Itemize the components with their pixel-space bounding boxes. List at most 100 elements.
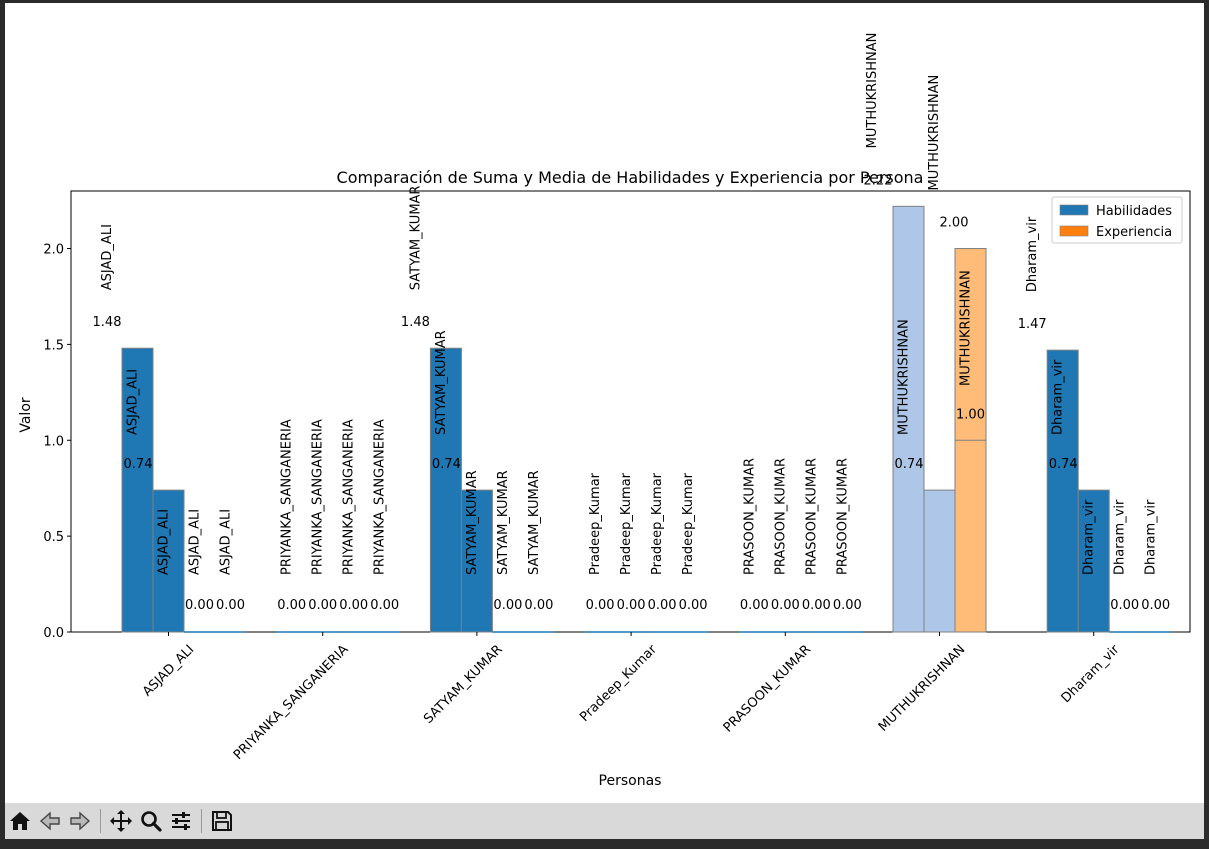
zoom-button[interactable] bbox=[136, 806, 166, 836]
bar-name-label: PRASOON_KUMAR bbox=[804, 458, 819, 575]
bar-value-label: 0.00 bbox=[648, 598, 677, 613]
navigation-toolbar bbox=[5, 803, 1204, 839]
bar-value-label: 0.00 bbox=[370, 598, 399, 613]
bar-value-label: 0.00 bbox=[740, 598, 769, 613]
bar-name-label: SATYAM_KUMAR bbox=[496, 470, 511, 575]
y-tick-label: 2.0 bbox=[43, 243, 64, 258]
bar-name-label: ASJAD_ALI bbox=[219, 509, 234, 575]
bar-name-label: MUTHUKRISHNAN bbox=[865, 33, 880, 149]
bar-value-label: 0.00 bbox=[277, 598, 306, 613]
bar-value-label: 0.00 bbox=[586, 598, 615, 613]
back-button[interactable] bbox=[35, 806, 65, 836]
y-tick-label: 1.0 bbox=[43, 434, 64, 449]
zoom-icon bbox=[141, 811, 162, 832]
bar-name-label: MUTHUKRISHNAN bbox=[927, 75, 942, 191]
x-tick-label: PRASOON_KUMAR bbox=[721, 642, 814, 735]
chart-title: Comparación de Suma y Media de Habilidad… bbox=[337, 168, 924, 187]
bar-name-label: Dharam_vir bbox=[1144, 499, 1159, 575]
bar-value-label: 2.22 bbox=[864, 173, 893, 188]
bar-name-label: SATYAM_KUMAR bbox=[434, 330, 449, 435]
pan-button[interactable] bbox=[106, 806, 136, 836]
bar bbox=[121, 347, 154, 633]
bar-name-label: Pradeep_Kumar bbox=[650, 472, 665, 575]
x-tick-label: PRIYANKA_SANGANERIA bbox=[231, 642, 352, 763]
bar-value-label: 1.47 bbox=[1018, 317, 1047, 332]
bar-value-label: 0.74 bbox=[124, 457, 153, 472]
bar-name-label: ASJAD_ALI bbox=[126, 369, 141, 435]
legend-label: Experiencia bbox=[1096, 225, 1172, 240]
bar bbox=[429, 347, 462, 633]
y-tick-label: 0.5 bbox=[43, 530, 64, 545]
bar-value-label: 0.00 bbox=[679, 598, 708, 613]
bar-name-label: PRASOON_KUMAR bbox=[742, 458, 757, 575]
bar-value-label: 0.00 bbox=[802, 598, 831, 613]
bar-value-label: 1.48 bbox=[401, 315, 430, 330]
bar-name-label: SATYAM_KUMAR bbox=[527, 470, 542, 575]
bar-value-label: 1.00 bbox=[956, 407, 985, 422]
x-axis-label: Personas bbox=[599, 773, 662, 789]
bar-value-label: 0.00 bbox=[493, 598, 522, 613]
bar-value-label: 0.74 bbox=[1049, 457, 1078, 472]
bar-name-label: Dharam_vir bbox=[1082, 499, 1097, 575]
bar-name-label: Dharam_vir bbox=[1025, 216, 1040, 292]
bar-value-label: 0.74 bbox=[895, 457, 924, 472]
toolbar-separator bbox=[201, 809, 202, 833]
configure-subplots-button[interactable] bbox=[166, 806, 196, 836]
bar-name-label: ASJAD_ALI bbox=[188, 509, 203, 575]
y-tick-label: 0.0 bbox=[43, 626, 64, 641]
bar-name-label: PRIYANKA_SANGANERIA bbox=[280, 419, 295, 575]
bar-value-label: 0.00 bbox=[1110, 598, 1139, 613]
bar-name-label: MUTHUKRISHNAN bbox=[959, 270, 974, 386]
legend-label: Habilidades bbox=[1096, 204, 1172, 219]
back-arrow-icon bbox=[39, 811, 60, 831]
figure-window: 0.0 0.5 1.0 1.5 2.0 1.48 ASJAD_ALI ASJAD_ALI 0.7… bbox=[5, 3, 1204, 845]
bar-value-label: 0.00 bbox=[833, 598, 862, 613]
bar bbox=[892, 205, 925, 633]
bar-name-label: MUTHUKRISHNAN bbox=[897, 319, 912, 435]
save-icon bbox=[212, 811, 232, 831]
plot-area: 0.0 0.5 1.0 1.5 2.0 1.48 ASJAD_ALI ASJAD_ALI 0.7… bbox=[43, 33, 1191, 763]
bar-name-label: ASJAD_ALI bbox=[100, 224, 115, 290]
forward-button[interactable] bbox=[65, 806, 95, 836]
bar bbox=[923, 489, 956, 633]
x-tick-label: ASJAD_ALI bbox=[140, 642, 197, 699]
bar-name-label: SATYAM_KUMAR bbox=[408, 186, 423, 291]
bar-value-label: 0.00 bbox=[339, 598, 368, 613]
bar-name-label: PRASOON_KUMAR bbox=[835, 458, 850, 575]
toolbar-separator bbox=[100, 809, 101, 833]
bar bbox=[152, 489, 185, 633]
bar-value-label: 0.74 bbox=[432, 457, 461, 472]
bar-name-label: Pradeep_Kumar bbox=[681, 472, 696, 575]
y-tick-label: 1.5 bbox=[43, 338, 64, 353]
bar-name-label: PRASOON_KUMAR bbox=[773, 458, 788, 575]
bar bbox=[1046, 349, 1079, 633]
bar-name-label: Pradeep_Kumar bbox=[619, 472, 634, 575]
home-button[interactable] bbox=[5, 806, 35, 836]
legend-swatch bbox=[1059, 225, 1089, 237]
x-tick-label: MUTHUKRISHNAN bbox=[876, 642, 968, 734]
bar-value-label: 0.00 bbox=[216, 598, 245, 613]
bar bbox=[460, 489, 493, 633]
bar-value-label: 0.00 bbox=[524, 598, 553, 613]
window-bottom-border bbox=[0, 839, 1209, 849]
bar-name-label: Dharam_vir bbox=[1113, 499, 1128, 575]
x-tick-label: Dharam_vir bbox=[1059, 642, 1123, 706]
bar-name-label: SATYAM_KUMAR bbox=[465, 470, 480, 575]
bar bbox=[1077, 489, 1110, 633]
bar-value-label: 1.48 bbox=[93, 315, 122, 330]
chart-figure: 0.0 0.5 1.0 1.5 2.0 1.48 ASJAD_ALI ASJAD_ALI 0.7… bbox=[18, 33, 1191, 789]
bar-name-label: Dharam_vir bbox=[1051, 359, 1066, 435]
y-axis-label: Valor bbox=[18, 397, 34, 433]
bar-value-label: 0.00 bbox=[185, 598, 214, 613]
x-tick-label: Pradeep_Kumar bbox=[577, 642, 660, 725]
x-tick-label: SATYAM_KUMAR bbox=[421, 642, 506, 727]
bar-value-label: 0.00 bbox=[617, 598, 646, 613]
bar-value-label: 0.00 bbox=[1141, 598, 1170, 613]
chart-legend: Habilidades Experiencia bbox=[1051, 196, 1183, 244]
bar-name-label: PRIYANKA_SANGANERIA bbox=[373, 419, 388, 575]
bar-value-label: 0.00 bbox=[308, 598, 337, 613]
plot-frame bbox=[70, 190, 1191, 633]
bar-name-label: ASJAD_ALI bbox=[157, 509, 172, 575]
pan-icon bbox=[110, 810, 132, 832]
save-button[interactable] bbox=[207, 806, 237, 836]
